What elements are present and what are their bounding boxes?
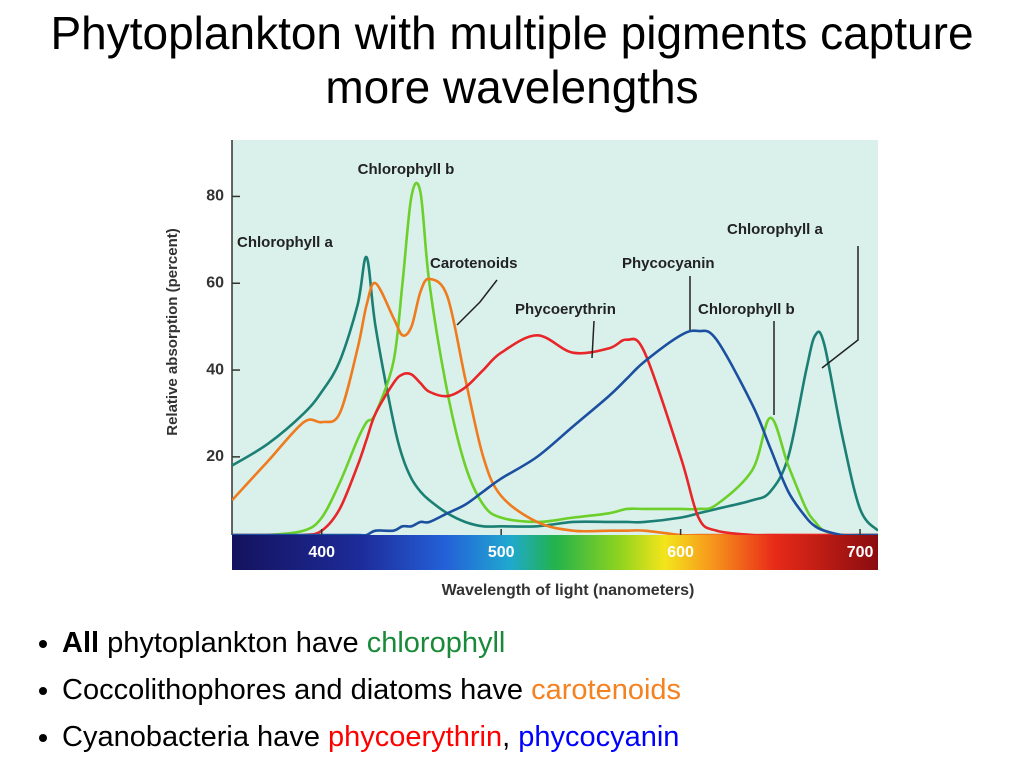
lines: [232, 181, 878, 535]
spectrum-line: [232, 329, 878, 535]
y-tick-label: 60: [206, 274, 224, 291]
annotation: Chlorophyll a: [237, 234, 333, 251]
annotation: Phycocyanin: [622, 255, 715, 272]
x-axis-label: Wavelength of light (nanometers): [442, 582, 695, 599]
bullet-text: chlorophyll: [366, 627, 506, 659]
leader-line: [456, 279, 498, 326]
annotation: Carotenoids: [430, 255, 518, 272]
bullet: All phytoplankton have chlorophyll: [62, 620, 681, 667]
y-tick-label: 80: [206, 188, 224, 205]
spectrum-bar: [232, 535, 878, 570]
leader-line: [821, 246, 859, 369]
bullet-list: All phytoplankton have chlorophyllCoccol…: [22, 620, 681, 761]
bullet-text: phycoerythrin: [328, 721, 503, 753]
spectrum-line: [232, 181, 878, 535]
leader-line: [591, 320, 595, 359]
x-tick-label: 700: [847, 544, 874, 561]
bullet-text: carotenoids: [531, 674, 682, 706]
bullet-text: ,: [502, 721, 519, 753]
bullet-text: phycocyanin: [518, 721, 680, 753]
bullet-text: Coccolithophores and diatoms have: [62, 674, 532, 706]
leader-lines: [456, 246, 859, 415]
bullet: Cyanobacteria have phycoerythrin, phycoc…: [62, 714, 681, 761]
annotation: Chlorophyll b: [358, 161, 455, 178]
bullet-text: phytoplankton have: [99, 627, 367, 659]
plot-background: [232, 140, 878, 535]
annotation: Chlorophyll a: [727, 221, 823, 238]
spectrum-line: [232, 277, 878, 535]
spectrum-line: [232, 255, 878, 532]
bullet: Coccolithophores and diatoms have carote…: [62, 667, 681, 714]
slide-title: Phytoplankton with multiple pigments cap…: [50, 7, 974, 113]
x-tick-label: 600: [667, 544, 694, 561]
y-tick-label: 40: [206, 361, 224, 378]
bullet-text: Cyanobacteria have: [62, 721, 328, 753]
bullet-text: All: [62, 627, 100, 659]
annotation: Chlorophyll b: [698, 301, 795, 318]
spectrum-line: [232, 334, 878, 535]
y-tick-label: 20: [206, 448, 224, 465]
x-tick-label: 500: [488, 544, 515, 561]
x-tick-label: 400: [308, 544, 335, 561]
y-axis-label: Relative absorption (percent): [164, 228, 181, 436]
annotation: Phycoerythrin: [515, 301, 616, 318]
